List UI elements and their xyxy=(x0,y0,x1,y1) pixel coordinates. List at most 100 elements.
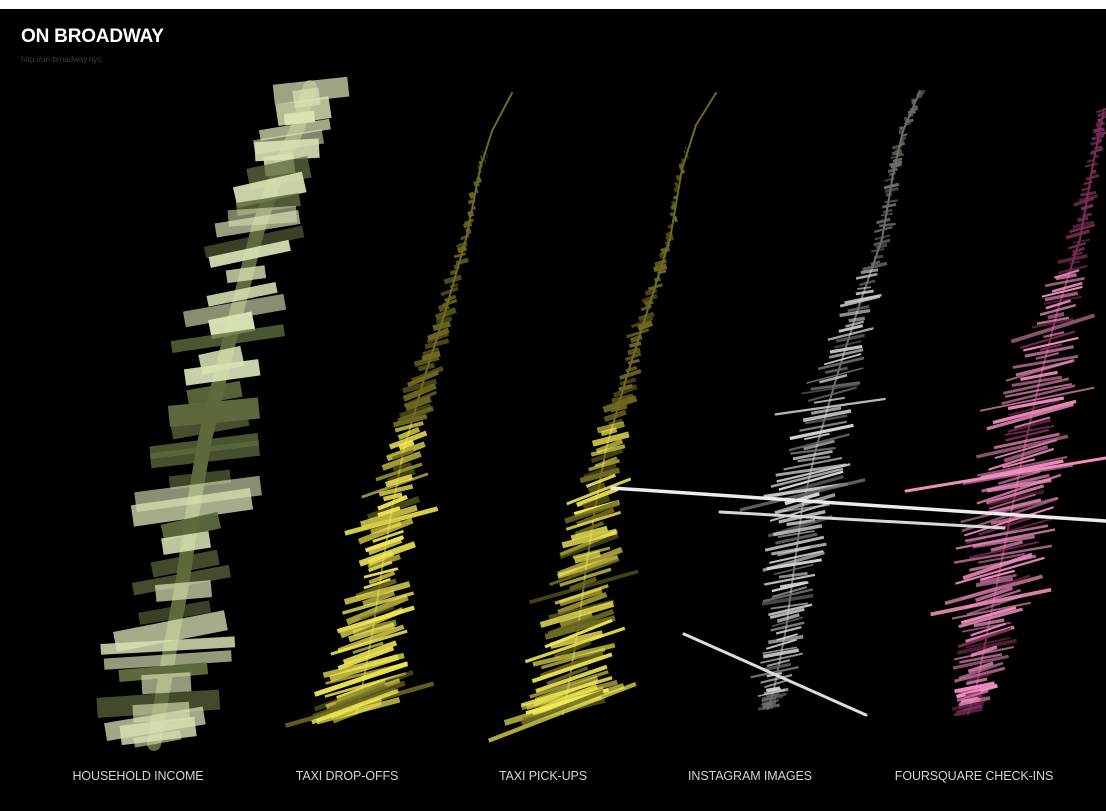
strip-bar xyxy=(674,182,679,189)
strip-bar xyxy=(363,578,391,590)
strip-bar xyxy=(771,616,804,628)
strip-bar xyxy=(569,576,597,591)
strip-bar xyxy=(1007,396,1065,411)
strip-bar xyxy=(1055,273,1077,281)
strip-bar xyxy=(680,169,686,174)
strip-3 xyxy=(487,92,717,743)
strip-bar xyxy=(559,534,620,560)
strip-bar xyxy=(673,187,678,193)
strip-bar xyxy=(904,118,914,124)
strip-bar xyxy=(113,610,228,652)
strip-bar xyxy=(392,462,413,472)
strip-bar xyxy=(590,444,626,457)
strip-bar xyxy=(531,652,613,684)
strip-bar xyxy=(898,130,903,135)
strip-bar xyxy=(337,624,405,653)
strip-bar xyxy=(342,640,398,665)
strip-bar xyxy=(130,488,254,527)
strip-bar xyxy=(583,463,617,480)
strip-label: TAXI DROP-OFFS xyxy=(296,769,399,783)
strip-bar xyxy=(1011,375,1063,387)
strip-bar xyxy=(575,486,619,508)
strip-bar xyxy=(540,647,606,670)
strip-bar xyxy=(640,304,652,312)
strip-bar xyxy=(907,110,916,115)
strip-bar xyxy=(1005,428,1050,442)
strip-bar xyxy=(602,395,638,413)
strip-bar xyxy=(1096,138,1102,143)
strip-bar xyxy=(888,171,896,176)
strip-bar xyxy=(235,192,301,217)
strip-bar xyxy=(544,615,616,640)
strip-bar xyxy=(847,305,870,313)
strip-1 xyxy=(96,76,350,751)
strip-bar xyxy=(203,225,305,259)
strip-bar xyxy=(770,467,844,488)
strip-bar xyxy=(444,294,457,303)
strip-bar xyxy=(958,661,1004,680)
strip-bar xyxy=(1085,173,1100,181)
strip-bar xyxy=(368,570,396,585)
strip-bar xyxy=(434,307,457,321)
strip-bar xyxy=(610,404,628,413)
strip-bar xyxy=(986,402,1074,431)
strip-bar xyxy=(1005,360,1073,382)
strip-bar xyxy=(529,670,609,699)
strip-bar xyxy=(406,370,439,388)
strip-bar xyxy=(778,571,808,579)
strip-bar xyxy=(570,525,609,541)
strip-bar xyxy=(894,147,902,153)
strip-bar xyxy=(381,451,422,471)
strip-bar xyxy=(783,456,843,471)
strip-bar xyxy=(1069,223,1096,234)
strip-bar xyxy=(904,120,912,126)
strip-bar xyxy=(449,283,459,289)
strip-bar xyxy=(472,205,477,210)
strip-bar xyxy=(765,686,781,692)
strip-bar xyxy=(801,383,860,395)
strip-bar xyxy=(956,689,989,702)
strip-bar xyxy=(375,462,423,482)
strip-bar xyxy=(1081,186,1092,192)
strip-bar xyxy=(653,263,668,273)
strip-bar xyxy=(647,283,663,291)
strip-bar xyxy=(665,234,675,242)
strip-bar xyxy=(762,588,814,603)
strip-bar xyxy=(1072,220,1095,229)
strip-bar xyxy=(1004,382,1072,398)
strip-bar xyxy=(993,432,1060,450)
strip-bar xyxy=(887,167,898,173)
strip-bar xyxy=(1035,351,1059,360)
strip-bar xyxy=(535,664,608,693)
strip-bar xyxy=(653,276,661,283)
strip-bar xyxy=(857,286,872,290)
strip-bar xyxy=(394,421,424,433)
strip-bar xyxy=(582,495,611,510)
strip-bar xyxy=(760,673,793,684)
strip-bar xyxy=(1083,180,1093,186)
strip-bar xyxy=(459,233,470,241)
strip-bar xyxy=(766,659,791,668)
strip-bar xyxy=(670,204,677,210)
strip-bar xyxy=(760,652,804,664)
strip-bar xyxy=(449,269,458,276)
strip-bar xyxy=(1080,203,1094,211)
strip-bar xyxy=(960,696,979,703)
strip-bar xyxy=(673,215,678,223)
strip-bar xyxy=(799,420,847,432)
strip-bar xyxy=(964,524,1049,543)
strip-bar xyxy=(955,708,983,717)
strip-bar xyxy=(951,701,985,711)
strip-bar xyxy=(873,226,893,233)
strip-bar xyxy=(292,87,321,109)
strip-bar xyxy=(546,666,589,686)
strip-bar xyxy=(1089,151,1096,156)
strip-bar xyxy=(587,482,606,494)
strip-bar xyxy=(169,404,250,440)
strip-bar xyxy=(773,563,814,576)
strip-bar xyxy=(675,174,682,181)
strip-bar xyxy=(880,212,894,217)
strip-bar xyxy=(965,677,988,686)
strip-bar xyxy=(225,265,267,284)
strip-bar xyxy=(150,549,220,578)
